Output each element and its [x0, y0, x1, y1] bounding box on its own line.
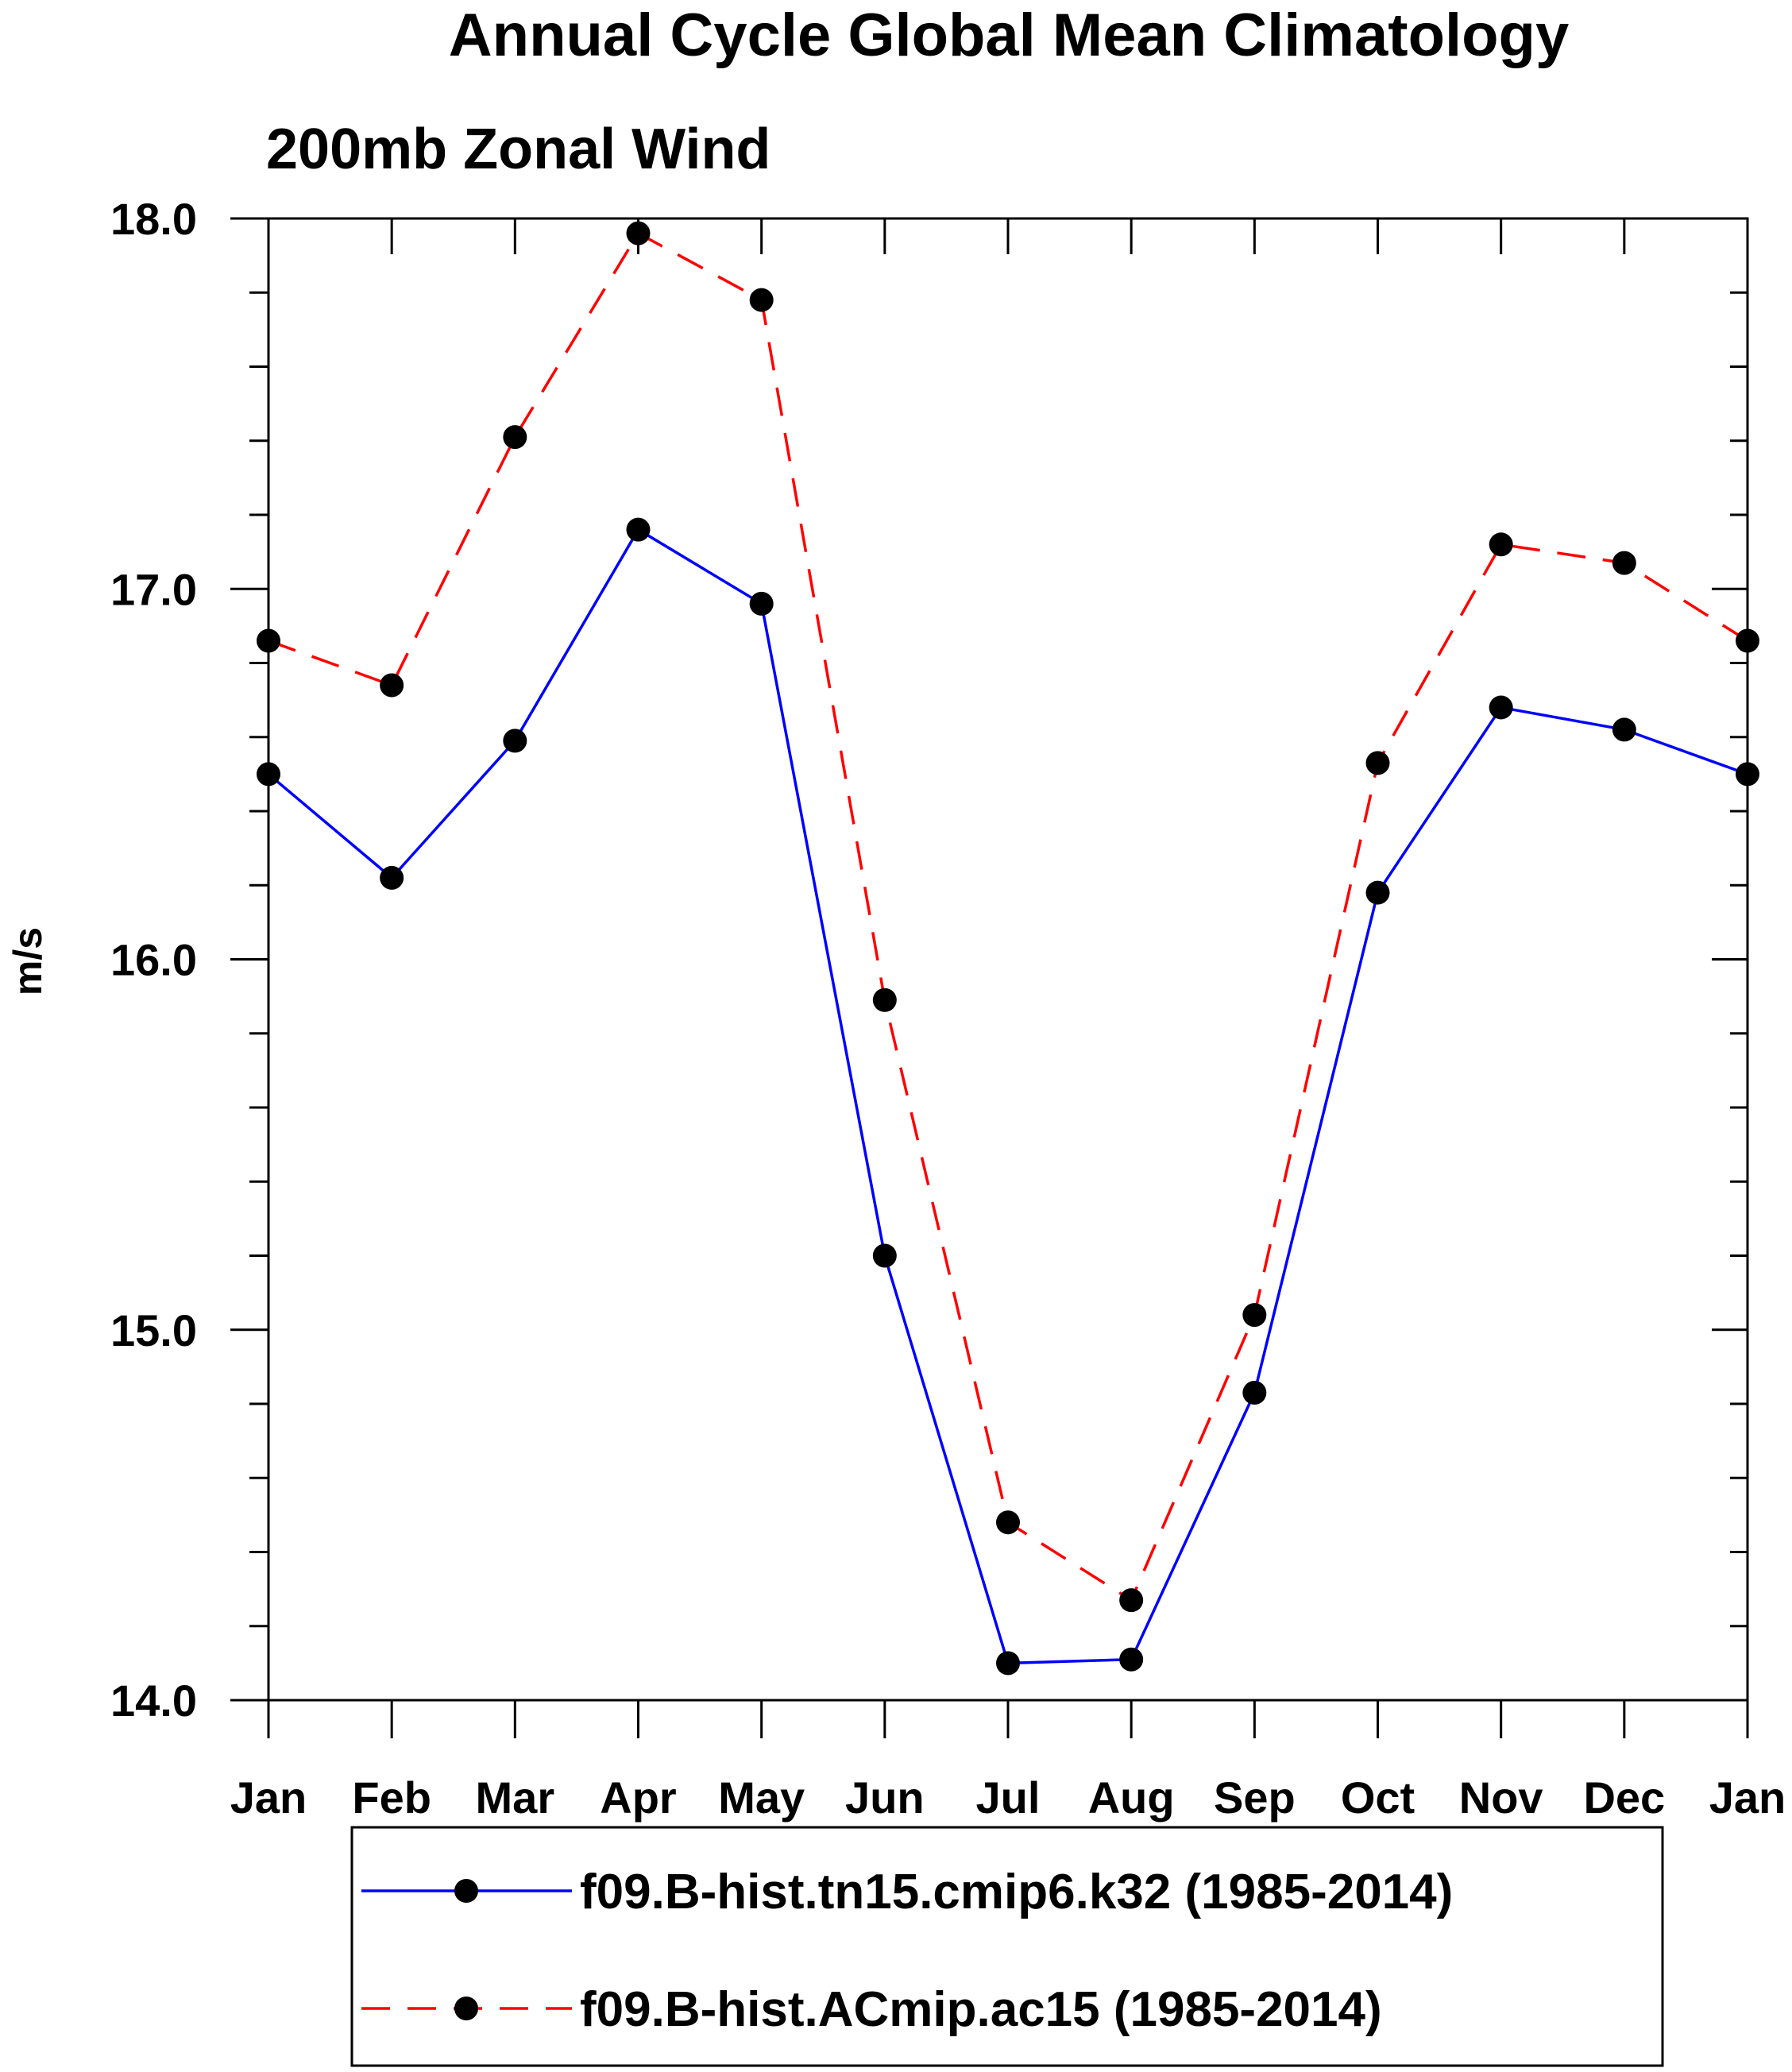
legend-label-0: f09.B-hist.tn15.cmip6.k32 (1985-2014) — [580, 1865, 1453, 1919]
legend-label-1: f09.B-hist.ACmip.ac15 (1985-2014) — [580, 1982, 1382, 2037]
x-tick-label: Jun — [845, 1772, 925, 1823]
legend-marker-1 — [454, 1997, 478, 2020]
chart-subtitle: 200mb Zonal Wind — [266, 118, 770, 181]
data-point-1 — [626, 221, 651, 245]
axis-ticks: Jan Feb Mar Apr May Jun Jul Aug Sep Oct Nov Dec Jan 1… — [110, 194, 1786, 1823]
chart-title: Annual Cycle Global Mean Climatology — [449, 2, 1569, 69]
data-point-0 — [626, 517, 651, 542]
data-point-1 — [380, 673, 404, 698]
data-point-0 — [1612, 717, 1636, 742]
y-tick-label: 14.0 — [110, 1676, 197, 1726]
x-tick-label: Dec — [1583, 1772, 1665, 1823]
series-line-0 — [267, 528, 1748, 1665]
x-tick-label: Apr — [600, 1772, 676, 1823]
x-tick-label: Aug — [1088, 1772, 1175, 1823]
x-tick-label: Jan — [230, 1772, 307, 1823]
data-point-1 — [996, 1510, 1020, 1535]
data-point-1 — [257, 628, 280, 653]
data-point-1 — [503, 425, 527, 450]
legend-marker-0 — [454, 1879, 478, 1903]
x-tick-label: Jul — [976, 1772, 1041, 1823]
plot-frame — [267, 217, 1749, 1702]
y-axis-label: m/s — [6, 927, 50, 995]
y-tick-label: 15.0 — [110, 1305, 197, 1355]
data-point-0 — [1119, 1647, 1144, 1672]
y-tick-label: 16.0 — [110, 935, 197, 985]
data-point-0 — [257, 762, 280, 787]
series-layer — [257, 221, 1759, 1676]
x-tick-label: Jan — [1709, 1772, 1786, 1823]
data-point-1 — [749, 288, 774, 312]
data-point-1 — [1365, 751, 1390, 775]
data-point-1 — [1612, 551, 1636, 575]
x-tick-label: Nov — [1459, 1772, 1543, 1823]
data-point-1 — [872, 988, 897, 1012]
x-tick-label: Oct — [1341, 1772, 1415, 1823]
data-point-1 — [1119, 1588, 1144, 1613]
x-tick-label: Feb — [352, 1772, 431, 1823]
data-point-0 — [503, 729, 527, 753]
y-tick-label: 17.0 — [110, 564, 197, 614]
legend: f09.B-hist.tn15.cmip6.k32 (1985-2014) f0… — [350, 1826, 1664, 2067]
data-point-0 — [1736, 762, 1759, 787]
series-line-1 — [268, 231, 1748, 1602]
data-point-1 — [1736, 628, 1759, 653]
data-point-1 — [1242, 1303, 1267, 1328]
x-tick-label: Mar — [476, 1772, 555, 1823]
data-point-0 — [996, 1651, 1020, 1676]
data-point-1 — [1489, 532, 1513, 557]
data-point-0 — [749, 591, 774, 616]
y-tick-label: 18.0 — [110, 194, 197, 244]
x-tick-label: Sep — [1214, 1772, 1296, 1823]
x-tick-label: May — [718, 1772, 805, 1823]
data-point-0 — [380, 865, 404, 890]
data-point-0 — [1365, 880, 1390, 905]
data-point-0 — [1489, 695, 1513, 720]
data-point-0 — [872, 1243, 897, 1268]
data-point-0 — [1242, 1381, 1267, 1405]
legend-box — [350, 1826, 1664, 2067]
